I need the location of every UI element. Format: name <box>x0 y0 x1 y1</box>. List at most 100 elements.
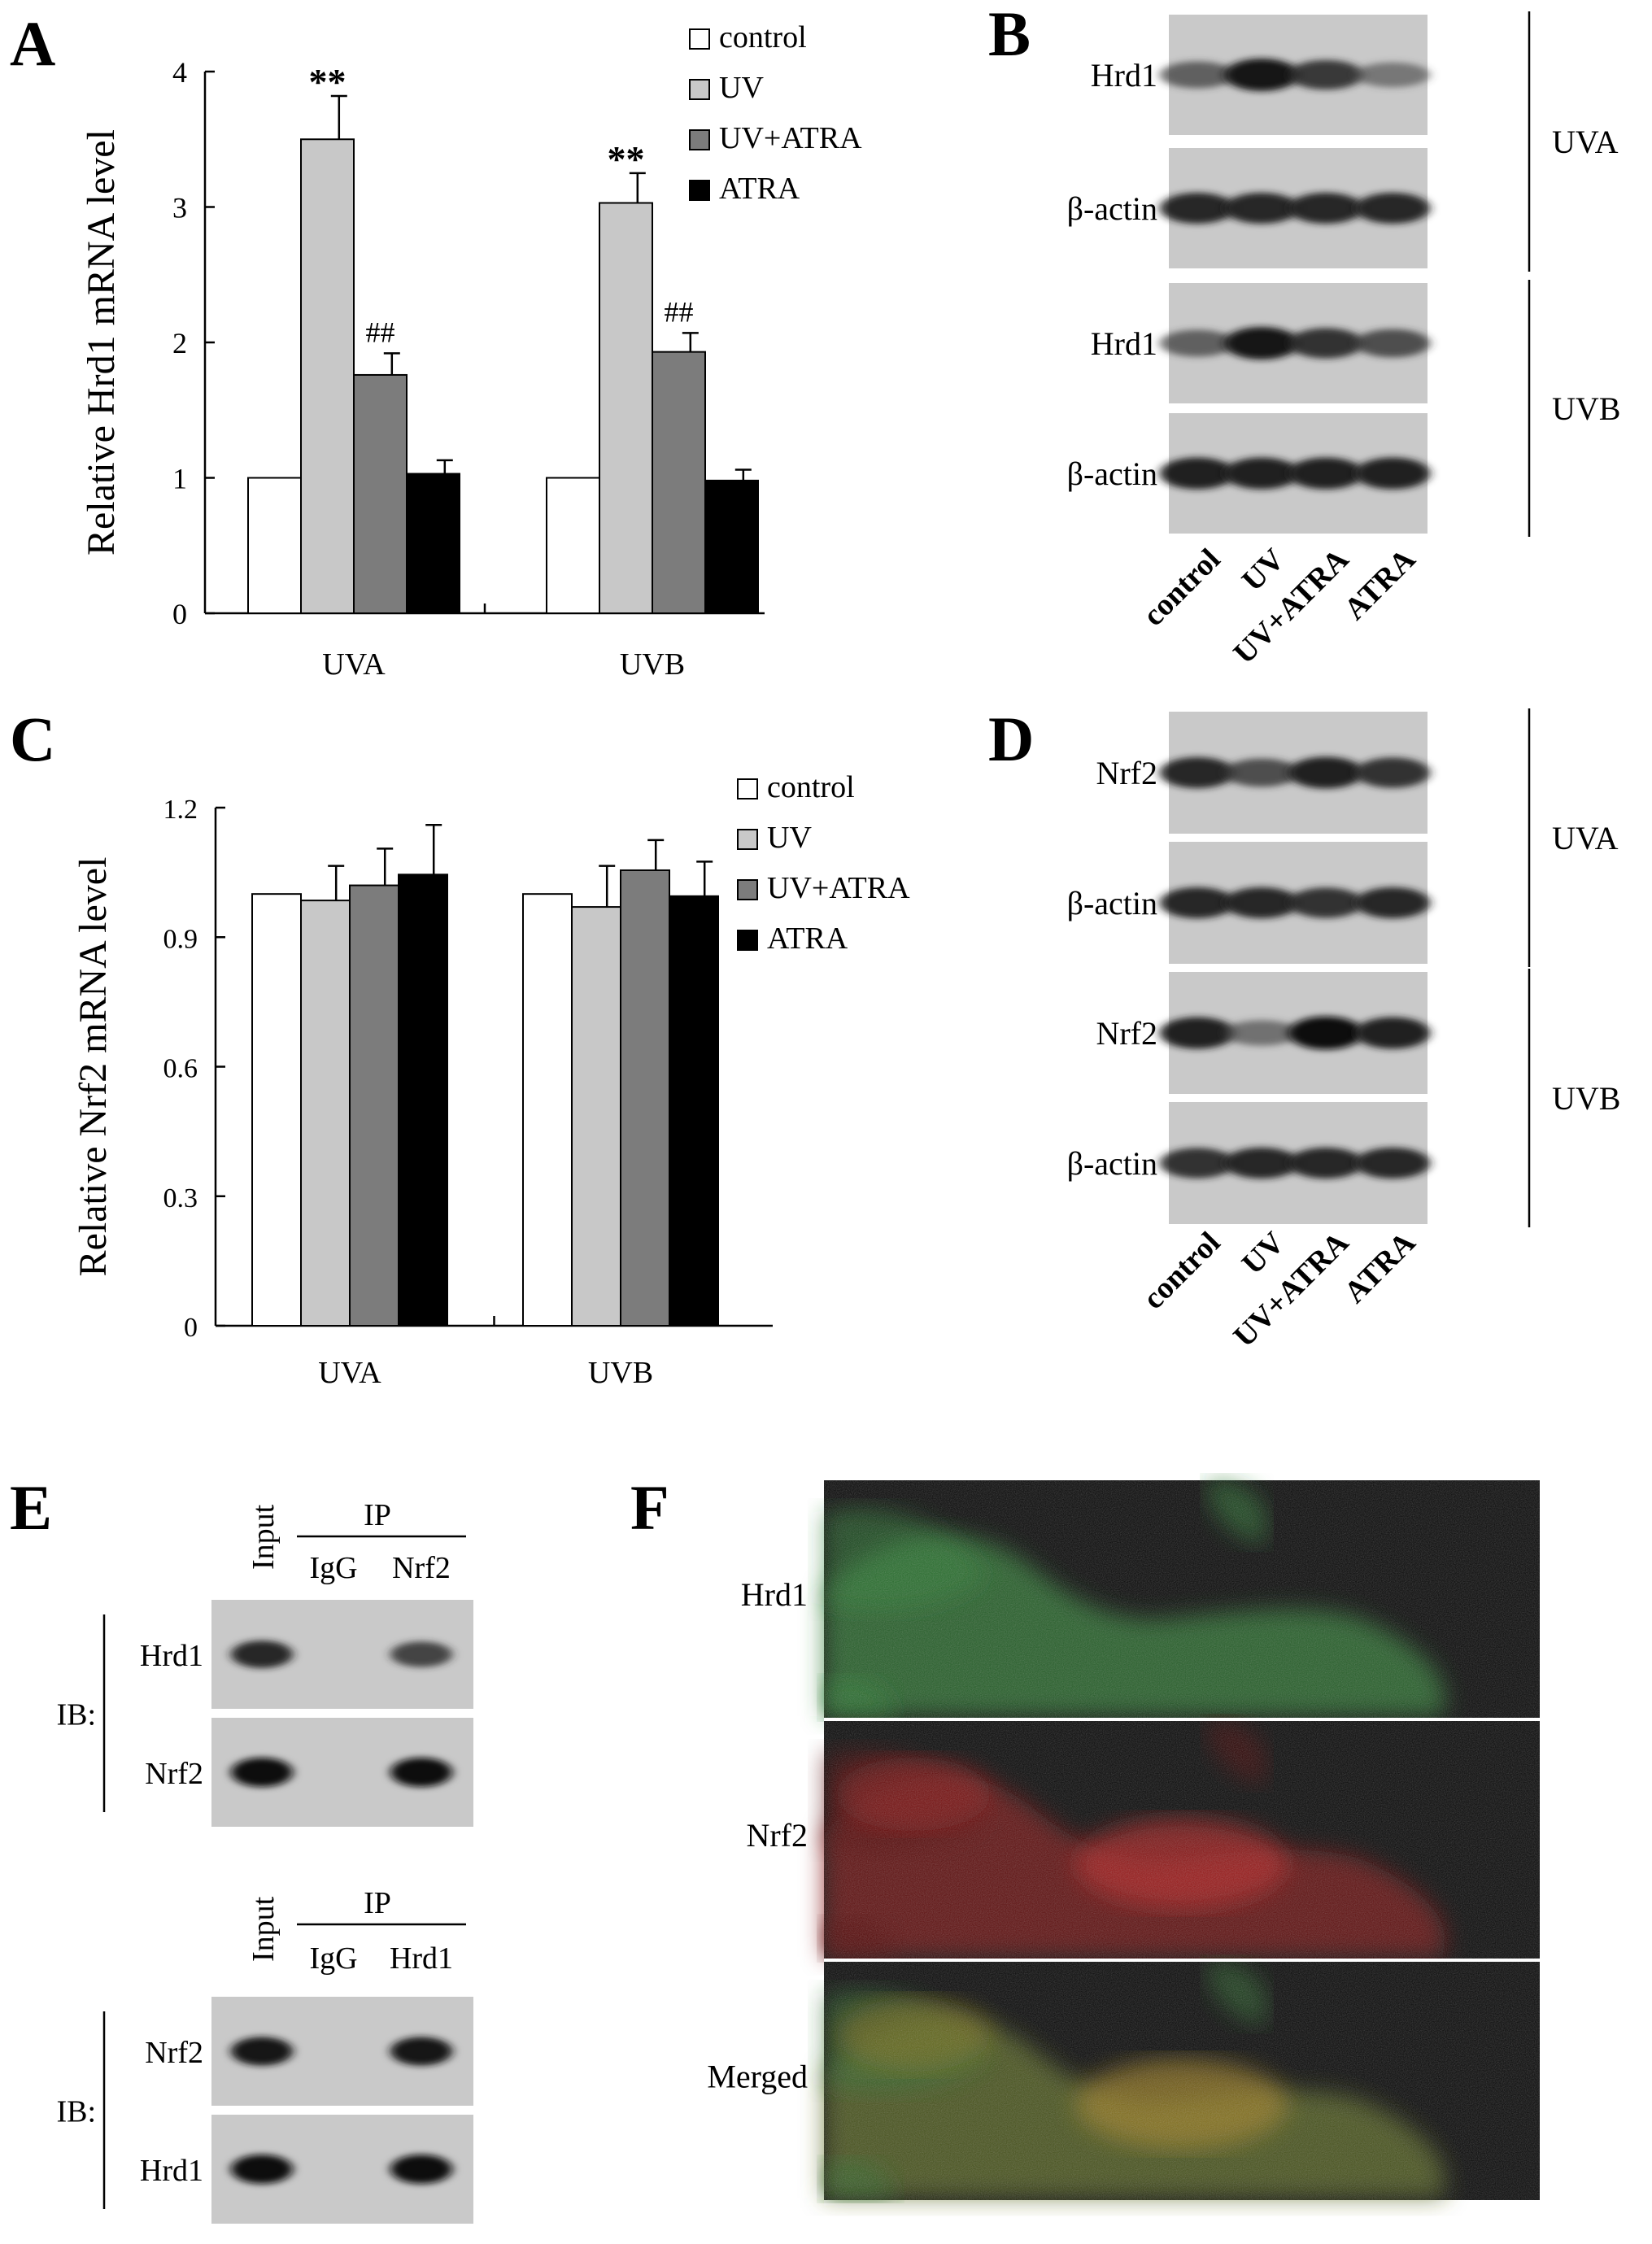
blot-row-label: Hrd1 <box>140 1639 203 1673</box>
blot-band <box>1288 887 1363 918</box>
blot-band <box>1355 1147 1430 1179</box>
bar-uva-uv-atra <box>353 373 408 614</box>
blot-band <box>1160 457 1235 490</box>
chart-a-hrd1-mrna: 0 1 2 3 4 Relative Hrd1 mRNA level UVA UVB ** ## *… <box>80 20 862 682</box>
blot-band <box>1288 1147 1363 1179</box>
blot-band <box>1160 329 1235 357</box>
blot-band <box>231 2155 293 2184</box>
blot-band <box>1160 192 1235 224</box>
lane-label-ip: Nrf2 <box>392 1551 451 1585</box>
blot-band <box>1355 457 1430 490</box>
micro-row-label: Nrf2 <box>746 1817 808 1854</box>
blot-band <box>1355 757 1430 788</box>
lane-label: control <box>1136 1226 1227 1316</box>
blot-row-label: Hrd1 <box>1091 325 1157 362</box>
blot-band <box>1160 1017 1235 1049</box>
bar-uvb-control <box>546 477 600 614</box>
category-label: UVB <box>588 1356 653 1390</box>
y-tick-label: 0.9 <box>163 924 198 954</box>
category-label: UVA <box>318 1356 381 1390</box>
y-axis-title: Relative Hrd1 mRNA level <box>80 129 123 556</box>
panel-letter-f: F <box>630 1472 669 1543</box>
legend-label: ATRA <box>767 922 848 956</box>
legend-label: UV <box>719 71 764 105</box>
blot-row-label: Hrd1 <box>1091 57 1157 94</box>
micro-panel-red <box>824 1720 1540 1959</box>
blot-band <box>1224 887 1299 919</box>
blot-band <box>1355 1017 1430 1049</box>
blot-band <box>1224 59 1299 91</box>
legend-swatch <box>689 28 710 50</box>
bar-uvb-uv-atra <box>652 351 706 614</box>
micro-noise <box>824 1480 1540 1718</box>
blot-band <box>1355 887 1430 919</box>
blot-band <box>1224 758 1299 787</box>
legend-swatch <box>737 879 758 900</box>
blot-row-label: Nrf2 <box>145 1757 203 1791</box>
micro-noise <box>824 1721 1540 1959</box>
bar-uvb-uv-atra <box>620 869 670 1327</box>
bar-uva-atra <box>398 874 448 1327</box>
blot-band <box>390 1641 452 1667</box>
y-tick-label: 3 <box>172 192 187 224</box>
blot-band <box>231 1758 293 1787</box>
blot-row-label: β-actin <box>1067 455 1157 492</box>
micro-divider <box>824 1718 1540 1721</box>
bar-uva-uv-atra <box>349 884 399 1327</box>
y-tick-label: 1 <box>172 463 187 495</box>
blot-band <box>390 2155 452 2184</box>
ib-label: IB: <box>56 2095 96 2129</box>
bar-uvb-uv <box>571 906 621 1327</box>
blot-band <box>1224 1147 1299 1179</box>
significance-mark: ## <box>366 316 395 348</box>
lane-label: UV+ATRA <box>1227 1225 1355 1353</box>
category-label: UVA <box>322 647 386 682</box>
legend-swatch <box>689 129 710 150</box>
blot-row-label: Nrf2 <box>145 2036 203 2070</box>
micro-row-label: Merged <box>707 2059 808 2095</box>
legend-swatch <box>737 829 758 850</box>
bar-uvb-control <box>522 893 573 1327</box>
blot-band <box>390 1758 452 1787</box>
bar-uva-control <box>247 477 302 614</box>
ip-label: IP <box>364 1498 391 1532</box>
blot-row-label: Hrd1 <box>140 2154 203 2188</box>
group-label: UVA <box>1552 820 1619 856</box>
bar-uva-uv <box>300 138 355 614</box>
blot-band <box>231 2037 293 2066</box>
bar-uva-uv <box>300 900 351 1327</box>
lane-label-igg: IgG <box>309 1941 357 1976</box>
blot-band <box>1288 1016 1363 1050</box>
lane-label: UV+ATRA <box>1227 542 1355 670</box>
group-label: UVB <box>1552 1080 1620 1117</box>
blot-row-label: Nrf2 <box>1096 1015 1157 1052</box>
blot-band <box>1288 192 1363 224</box>
blot-band <box>1224 457 1299 490</box>
legend-label: UV+ATRA <box>719 121 862 155</box>
significance-mark: ** <box>309 61 347 102</box>
blot-band <box>1355 329 1430 358</box>
legend-swatch <box>689 79 710 100</box>
legend-label: control <box>719 20 807 54</box>
panel-letter-d: D <box>988 704 1034 774</box>
micro-panel-green <box>824 1479 1540 1718</box>
bar-uvb-uv <box>599 202 653 614</box>
lane-label-input: Input <box>246 1896 281 1962</box>
significance-mark: ## <box>665 295 694 328</box>
blot-band <box>1160 887 1235 919</box>
blot-band <box>1160 1148 1235 1179</box>
y-axis-title: Relative Nrf2 mRNA level <box>72 857 115 1277</box>
blot-band <box>390 2037 452 2066</box>
blot-band <box>231 1641 293 1668</box>
legend-swatch <box>737 778 758 800</box>
lane-label: ATRA <box>1338 542 1423 626</box>
blot-band <box>1355 62 1430 88</box>
blot-band <box>1160 756 1235 789</box>
y-tick-label: 2 <box>172 327 187 359</box>
y-tick-label: 0 <box>184 1313 198 1343</box>
y-tick-label: 1.2 <box>163 795 198 825</box>
panel-letter-e: E <box>10 1472 52 1543</box>
